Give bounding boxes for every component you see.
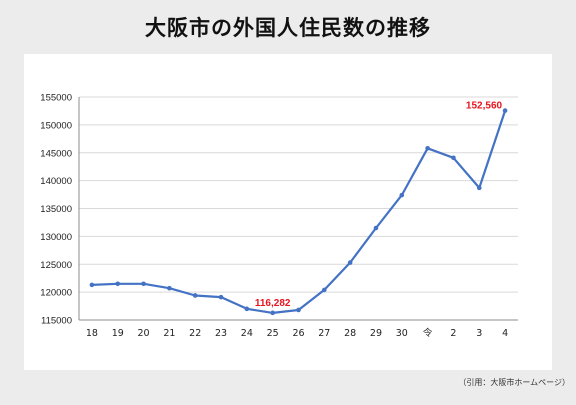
y-tick-label: 135000 [40,204,72,215]
x-tick-label: 23 [215,328,227,339]
data-point [270,310,275,316]
x-tick-label: 29 [370,328,382,339]
x-tick-label: 19 [112,328,124,339]
series-line [91,110,507,314]
y-tick-labels: 115000 120000 125000 130000 135000 140000 1450… [40,93,72,327]
x-tick-label: 18 [86,328,98,339]
data-point [115,281,121,287]
x-tick-label: 2 [450,328,456,339]
data-point [476,185,482,191]
grid-lines [79,96,518,293]
data-point [141,281,146,287]
y-tick-label: 115000 [41,316,72,327]
data-point [218,294,224,300]
x-tick-label: 27 [318,328,330,339]
y-tick-label: 130000 [40,232,72,243]
x-tick-label: 4 [502,328,508,339]
series-lines [91,110,507,314]
axes [78,97,518,321]
data-point [244,306,250,312]
data-points [89,108,508,316]
y-tick-label: 120000 [40,288,72,299]
x-tick-label: 24 [241,328,253,339]
source-note: （引用：大阪市ホームページ） [458,378,570,387]
x-tick-label: 20 [138,328,150,339]
data-point [192,293,198,298]
line-chart: 115000 120000 125000 130000 135000 140000 1450… [40,93,518,339]
data-point [451,155,456,161]
data-point [425,145,430,151]
data-label: 116,282 [255,298,291,309]
x-tick-label: 22 [189,328,201,339]
page-title: 大阪市の外国人住民数の推移 [145,16,431,40]
data-point [89,282,95,288]
x-tick-label: 25 [267,328,279,339]
chart-panel: 115000 120000 125000 130000 135000 140000 1450… [24,54,552,370]
x-tick-labels: 18 19 20 21 22 23 24 25 26 27 28 29 30 令 2 3 4 [86,327,508,339]
data-point [502,108,508,113]
data-point [347,260,353,265]
data-point [322,287,327,293]
x-tick-label: 30 [396,328,408,339]
y-tick-label: 150000 [40,120,72,131]
data-point [373,225,379,231]
data-point [296,307,301,313]
annotations: 116,282 152,560 [255,101,503,309]
data-point [167,285,172,291]
y-tick-label: 140000 [40,176,72,187]
x-tick-label: 令 [423,327,433,339]
x-tick-label: 3 [476,328,482,339]
y-tick-label: 145000 [40,148,72,159]
x-tick-label: 26 [292,328,304,339]
y-tick-label: 155000 [40,93,72,104]
data-label: 152,560 [466,101,503,112]
data-point [399,192,405,198]
y-tick-label: 125000 [40,260,72,271]
x-tick-label: 21 [163,328,175,339]
x-tick-label: 28 [344,328,356,339]
